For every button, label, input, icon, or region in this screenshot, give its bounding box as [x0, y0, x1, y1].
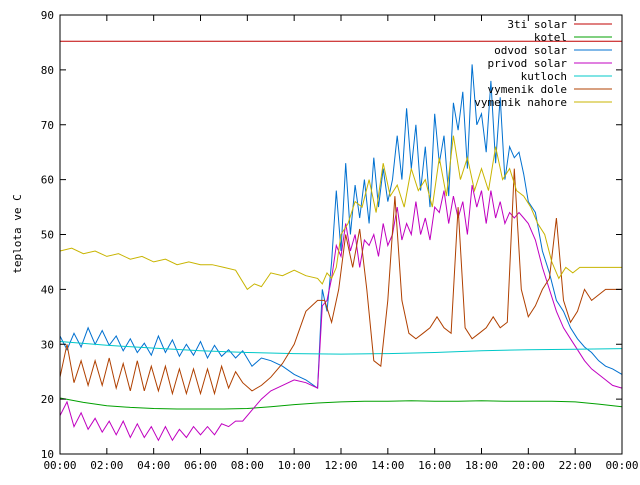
x-tick-label: 20:00 [512, 459, 545, 472]
plot-layer [59, 40, 623, 442]
legend-label: odvod solar [494, 44, 567, 57]
legend-label: vymenik nahore [474, 96, 567, 109]
y-tick-label: 80 [41, 64, 54, 77]
x-tick-label: 14:00 [371, 459, 404, 472]
x-tick-label: 06:00 [184, 459, 217, 472]
legend-label: 3ti solar [507, 18, 567, 31]
y-tick-label: 10 [41, 448, 54, 461]
x-tick-label: 16:00 [418, 459, 451, 472]
y-tick-label: 70 [41, 119, 54, 132]
legend-label: kotel [534, 31, 567, 44]
x-tick-label: 00:00 [605, 459, 638, 472]
x-tick-label: 08:00 [231, 459, 264, 472]
x-tick-label: 18:00 [465, 459, 498, 472]
x-tick-label: 22:00 [559, 459, 592, 472]
legend-label: privod solar [488, 57, 568, 70]
axis-layer: 10 20 30 40 50 60 70 80 90 00:00 02:00 04:00 06:00 08… [41, 9, 639, 472]
x-tick-label: 12:00 [324, 459, 357, 472]
series-line-odvod-solar [59, 64, 623, 390]
series-line-vymenik-dole [59, 168, 622, 396]
y-tick-label: 90 [41, 9, 54, 22]
series-line-privod-solar [59, 184, 623, 442]
legend-label: kutloch [521, 70, 567, 83]
legend-label: vymenik dole [488, 83, 567, 96]
x-tick-label: 02:00 [90, 459, 123, 472]
series-line-kutloch [59, 341, 623, 355]
y-tick-label: 40 [41, 283, 54, 296]
series-line-kotel [59, 397, 623, 410]
y-tick-label: 50 [41, 229, 54, 242]
y-tick-label: 20 [41, 393, 54, 406]
y-tick-label: 60 [41, 174, 54, 187]
x-tick-label: 10:00 [278, 459, 311, 472]
y-tick-label: 30 [41, 338, 54, 351]
y-axis-label: teplota ve C [11, 194, 24, 273]
series-line-vymenik-nahore [59, 135, 622, 291]
x-tick-label: 00:00 [43, 459, 76, 472]
x-tick-label: 04:00 [137, 459, 170, 472]
